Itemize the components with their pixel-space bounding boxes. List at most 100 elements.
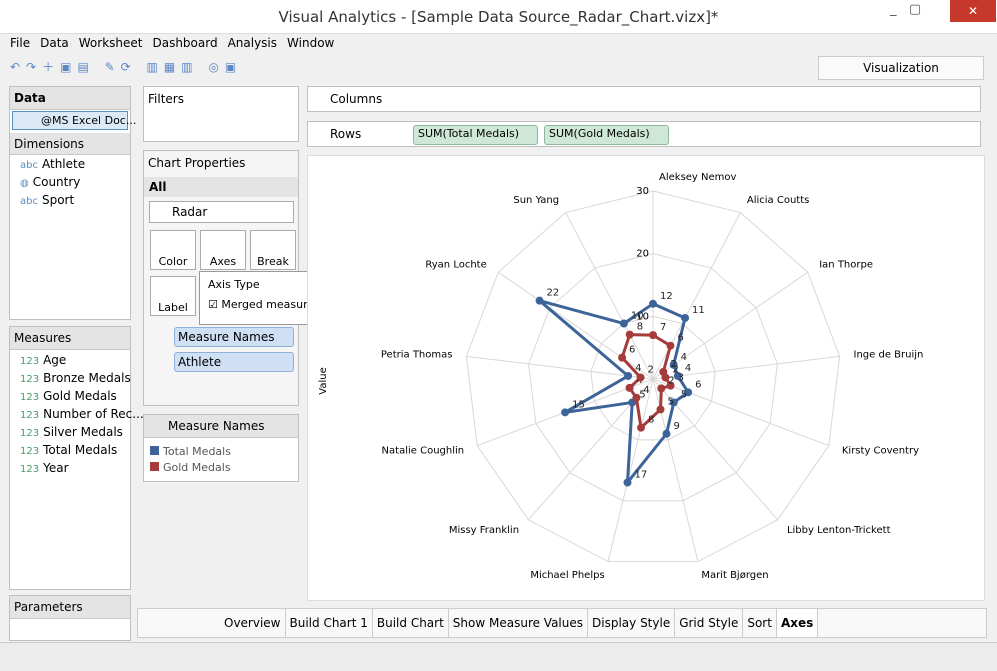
property-button[interactable]: Axes <box>200 230 246 270</box>
legend-panel: Measure Names Total Medals Gold Medals <box>143 414 299 482</box>
grid-ring <box>465 190 841 563</box>
rows-shelf: Rows SUM(Total Medals) SUM(Gold Medals) <box>307 121 981 147</box>
dimension-item[interactable]: ◍ Country <box>10 173 130 191</box>
section-all: All <box>144 177 298 197</box>
checkbox-label: Merged measure <box>221 298 315 311</box>
merged-checkbox[interactable]: ☑ Merged measure <box>208 298 315 311</box>
close-button[interactable]: ✕ <box>950 0 996 22</box>
data-label: 6 <box>695 379 701 390</box>
category-label: Kirsty Coventry <box>842 446 919 457</box>
menu-item[interactable]: Window <box>287 36 335 50</box>
data-label: 2 <box>670 359 676 370</box>
data-label: 4 <box>685 363 691 374</box>
sheet-tab[interactable]: Build Chart 1 <box>286 609 373 637</box>
menu-bar: File Data Worksheet Dashboard Analysis Window <box>10 36 344 54</box>
popup-title: Axis Type <box>208 278 260 291</box>
grid-ring <box>590 315 716 441</box>
axis-tick-label: 10 <box>636 311 649 322</box>
globe-icon: ◍ <box>20 178 29 189</box>
menu-item[interactable]: Data <box>40 36 69 50</box>
property-button[interactable]: Label <box>150 276 196 316</box>
data-label: 10 <box>631 311 644 322</box>
spoke <box>652 378 829 447</box>
category-label: Sun Yang <box>513 195 559 206</box>
measures-header: Measures <box>10 327 130 350</box>
dimension-item[interactable]: abc Athlete <box>10 155 130 173</box>
sheet-tab[interactable]: Display Style <box>588 609 676 637</box>
field-name: Silver Medals <box>43 425 123 439</box>
row-pills: SUM(Total Medals) SUM(Gold Medals) <box>413 125 675 145</box>
legend-swatch <box>150 462 159 471</box>
axis-type-popup: Axis Type ☑ Merged measure <box>199 271 317 325</box>
axis-tick-label: 20 <box>636 249 649 260</box>
measure-item[interactable]: 123 Total Medals <box>10 441 130 459</box>
data-point <box>666 341 675 350</box>
spoke <box>565 212 654 380</box>
measure-item[interactable]: 123 Bronze Medals <box>10 369 131 387</box>
window-controls[interactable]: _ ▢ <box>890 2 922 17</box>
sheet-tab[interactable]: Build Chart <box>373 609 449 637</box>
rows-label: Rows <box>330 127 362 141</box>
data-label: 6 <box>629 345 635 356</box>
data-label: 2 <box>672 364 678 375</box>
category-label: Aleksey Nemov <box>659 172 737 183</box>
measure-item[interactable]: 123 Year <box>10 459 130 477</box>
menu-item[interactable]: File <box>10 36 31 50</box>
data-label: 5 <box>639 389 645 400</box>
type-icon: 123 <box>20 392 40 403</box>
dimension-item[interactable]: abc Sport <box>10 191 130 209</box>
data-point <box>684 388 693 397</box>
measure-item[interactable]: 123 Gold Medals <box>10 387 130 405</box>
data-label: 8 <box>637 322 643 333</box>
sheet-tab[interactable]: Show Measure Values <box>449 609 589 637</box>
data-source[interactable]: @MS Excel Doc... <box>12 111 136 130</box>
data-point <box>535 296 544 305</box>
menu-item[interactable]: Worksheet <box>78 36 143 50</box>
sheet-tab[interactable]: Sort <box>743 609 777 637</box>
toolbar[interactable]: ↶↷＋▣▤ ✎⟳ ▥▦▥ ◎▣ <box>10 60 243 74</box>
category-label: Alicia Coutts <box>747 195 809 206</box>
type-icon: abc <box>20 160 38 171</box>
property-button[interactable]: Color <box>150 230 196 270</box>
data-label: 9 <box>673 421 679 432</box>
field-name: Sport <box>41 193 75 207</box>
data-label: 12 <box>660 291 673 302</box>
data-label: 8 <box>648 415 654 426</box>
type-icon: 123 <box>20 410 40 421</box>
field-name: Gold Medals <box>43 389 117 403</box>
parameters-header: Parameters <box>10 596 130 619</box>
sheet-tab[interactable]: Grid Style <box>675 609 744 637</box>
property-button[interactable]: Break <box>250 230 296 270</box>
title-bar: Visual Analytics - [Sample Data Source_R… <box>0 0 997 34</box>
field-name: Age <box>43 353 67 367</box>
data-point <box>632 393 641 402</box>
measure-item[interactable]: 123 Number of Rec... <box>10 405 144 423</box>
row-pill[interactable]: SUM(Total Medals) <box>413 125 538 145</box>
data-point <box>625 330 634 339</box>
row-pill[interactable]: SUM(Gold Medals) <box>544 125 669 145</box>
sheet-tab[interactable]: Axes <box>776 609 819 637</box>
data-point <box>657 384 666 393</box>
color-field-pill[interactable]: Measure Names <box>174 327 294 347</box>
data-label: 4 <box>681 352 687 363</box>
label-field-pill[interactable]: Athlete <box>174 352 294 372</box>
category-label: Natalie Coughlin <box>382 446 465 457</box>
measure-item[interactable]: 123 Age <box>10 351 130 369</box>
visualization-tab[interactable]: Visualization <box>818 56 984 80</box>
data-point <box>561 408 570 417</box>
sheet-tab[interactable]: Overview <box>220 609 286 637</box>
measure-item[interactable]: 123 Silver Medals <box>10 423 130 441</box>
field-name: Athlete <box>41 157 86 171</box>
category-label: Missy Franklin <box>449 525 519 536</box>
data-label: 2 <box>668 375 674 386</box>
chart-properties-title: Chart Properties <box>148 156 246 170</box>
data-point <box>666 381 675 390</box>
menu-item[interactable]: Analysis <box>227 36 278 50</box>
columns-shelf: Columns <box>307 86 981 112</box>
chart-type-select[interactable]: Radar <box>149 201 294 223</box>
data-label: 3 <box>678 373 684 384</box>
category-label: Ryan Lochte <box>425 259 486 270</box>
type-icon: 123 <box>20 374 40 385</box>
menu-item[interactable]: Dashboard <box>152 36 218 50</box>
spoke <box>466 355 654 380</box>
